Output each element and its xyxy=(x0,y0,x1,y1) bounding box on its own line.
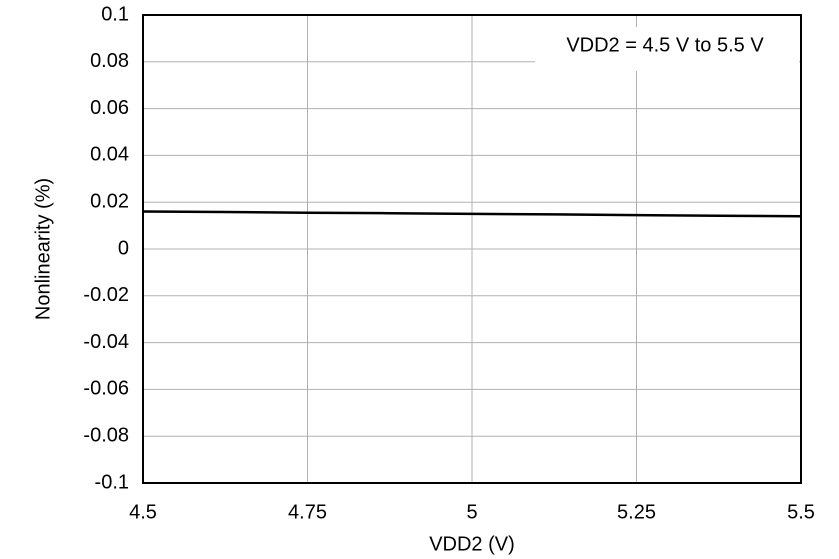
y-tick-label: 0 xyxy=(118,237,129,259)
x-tick-label: 4.5 xyxy=(129,501,157,523)
x-tick-label: 4.75 xyxy=(288,501,327,523)
y-tick-label: -0.02 xyxy=(83,284,129,306)
y-tick-label: 0.08 xyxy=(90,50,129,72)
annotation: VDD2 = 4.5 V to 5.5 V xyxy=(566,34,764,56)
y-tick-label: -0.06 xyxy=(83,378,129,400)
x-tick-label: 5.25 xyxy=(617,501,656,523)
x-tick-label: 5.5 xyxy=(787,501,815,523)
y-tick-label: -0.08 xyxy=(83,424,129,446)
y-tick-label: 0.02 xyxy=(90,190,129,212)
data-line xyxy=(142,210,802,218)
plot-frame xyxy=(142,14,802,484)
y-tick-label: -0.1 xyxy=(95,471,129,493)
x-tick-label: 5 xyxy=(466,501,477,523)
y-tick-label: 0.04 xyxy=(90,144,129,166)
annotation-box xyxy=(535,27,799,71)
y-tick-label: 0.06 xyxy=(90,97,129,119)
y-axis-label: Nonlinearity (%) xyxy=(32,178,54,320)
x-axis-label: VDD2 (V) xyxy=(429,533,515,555)
y-tick-label: 0.1 xyxy=(101,3,129,25)
y-tick-label: -0.04 xyxy=(83,331,129,353)
